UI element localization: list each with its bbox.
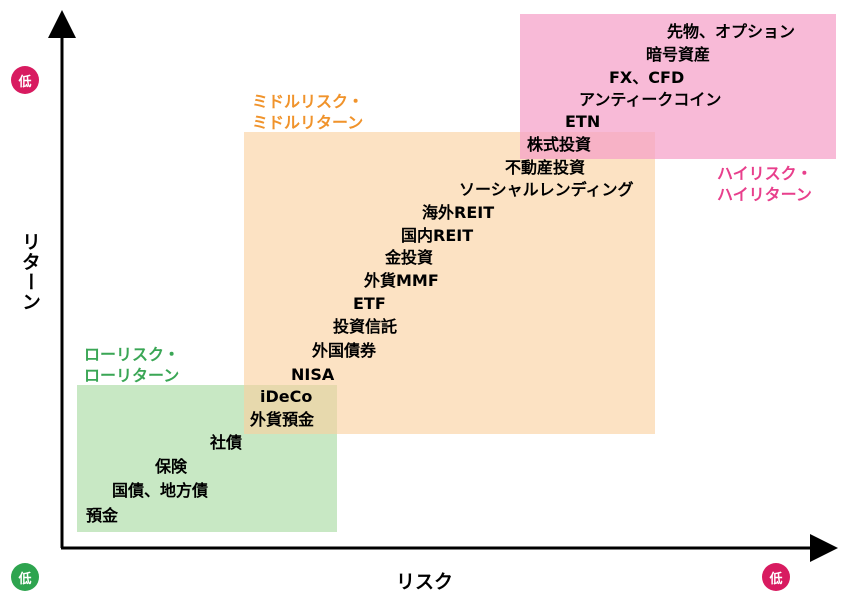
product-mutual-funds: 投資信託 [333, 317, 398, 336]
product-deposits: 預金 [86, 506, 119, 525]
product-real-estate: 不動産投資 [505, 158, 586, 177]
product-foreign-deposit: 外貨預金 [250, 410, 315, 429]
product-foreign-mmf: 外貨MMF [364, 271, 439, 290]
origin-low-badge: 低 [11, 563, 39, 591]
product-corporate-bonds: 社債 [210, 433, 243, 452]
product-antique-coin: アンティークコイン [579, 90, 722, 109]
x-axis-low-badge: 低 [762, 563, 790, 591]
product-fx-cfd: FX、CFD [609, 68, 685, 87]
product-futures-options: 先物、オプション [667, 22, 796, 41]
high-risk-zone [520, 14, 836, 159]
product-gov-bonds: 国債、地方債 [112, 481, 209, 500]
product-etf: ETF [353, 294, 386, 313]
product-insurance: 保険 [155, 457, 188, 476]
product-etn: ETN [565, 112, 601, 131]
product-foreign-bonds: 外国債券 [312, 341, 377, 360]
product-foreign-reit: 海外REIT [422, 203, 495, 222]
y-axis-title: リターン [19, 232, 41, 312]
y-axis-arrow-icon [48, 10, 76, 38]
product-nisa: NISA [291, 365, 335, 384]
y-axis-low-badge: 低 [11, 66, 39, 94]
product-ideco: iDeCo [260, 387, 313, 406]
x-axis-arrow-icon [810, 534, 838, 562]
mid-risk-zone [244, 132, 655, 434]
low-risk-label: ローリスク・ ローリターン [84, 345, 180, 385]
product-crypto: 暗号資産 [646, 45, 711, 64]
product-gold: 金投資 [385, 248, 434, 267]
product-social-lending: ソーシャルレンディング [459, 180, 634, 199]
product-stocks: 株式投資 [527, 135, 592, 154]
product-domestic-reit: 国内REIT [401, 226, 474, 245]
mid-risk-label: ミドルリスク・ ミドルリターン [252, 92, 364, 132]
x-axis-title: リスク [396, 571, 454, 593]
high-risk-label: ハイリスク・ ハイリターン [717, 164, 813, 204]
